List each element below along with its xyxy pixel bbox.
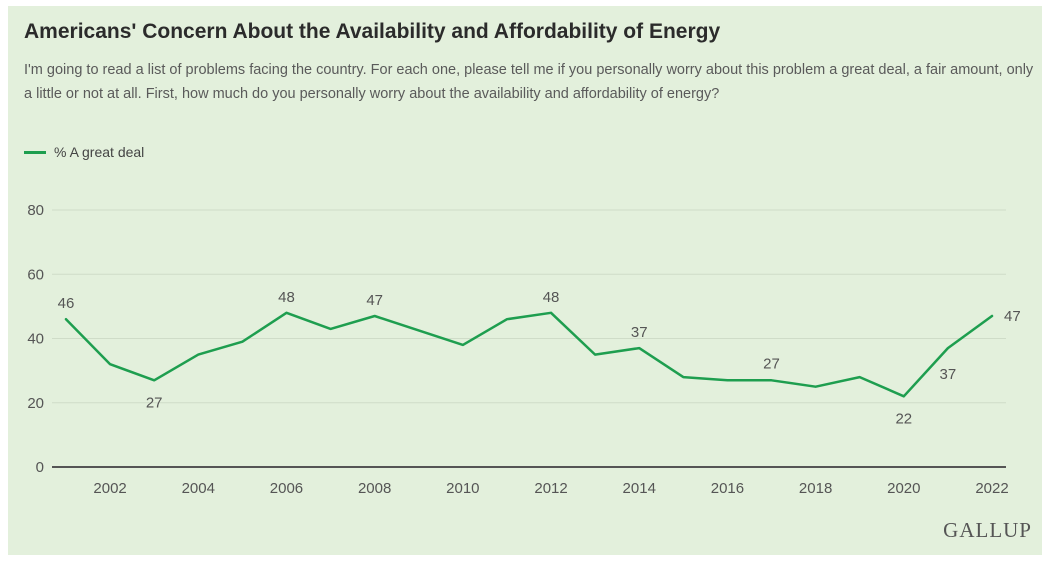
legend-swatch [24, 150, 46, 154]
gallup-logo: GALLUP [943, 518, 1032, 542]
chart-panel: Americans' Concern About the Availabilit… [8, 6, 1042, 555]
data-label: 46 [58, 295, 75, 312]
data-label: 27 [146, 394, 163, 411]
data-label: 47 [366, 292, 383, 309]
data-label: 27 [763, 355, 780, 372]
chart-subtitle: I'm going to read a list of problems fac… [24, 62, 1034, 102]
y-tick-label: 60 [27, 266, 44, 283]
x-tick-label: 2002 [93, 480, 126, 497]
x-tick-label: 2020 [887, 480, 920, 497]
y-tick-label: 0 [36, 459, 44, 476]
x-tick-label: 2018 [799, 480, 832, 497]
x-tick-label: 2012 [534, 480, 567, 497]
x-tick-label: 2008 [358, 480, 391, 497]
data-label: 37 [940, 366, 957, 383]
x-tick-label: 2016 [711, 480, 744, 497]
chart-title: Americans' Concern About the Availabilit… [24, 20, 721, 43]
legend-label: % A great deal [54, 144, 145, 160]
data-label: 48 [278, 289, 295, 306]
y-tick-label: 40 [27, 331, 44, 348]
series-line [64, 311, 994, 398]
data-label: 48 [543, 289, 560, 306]
x-tick-label: 2004 [182, 480, 215, 497]
legend: % A great deal [24, 144, 144, 160]
x-tick-label: 2010 [446, 480, 479, 497]
data-label: 47 [1004, 308, 1021, 325]
x-tick-label: 2006 [270, 480, 303, 497]
x-tick-label: 2014 [623, 480, 656, 497]
data-label: 22 [895, 410, 912, 427]
x-tick-label: 2022 [975, 480, 1008, 497]
y-tick-label: 20 [27, 395, 44, 412]
y-tick-label: 80 [27, 202, 44, 219]
data-label: 37 [631, 324, 648, 341]
